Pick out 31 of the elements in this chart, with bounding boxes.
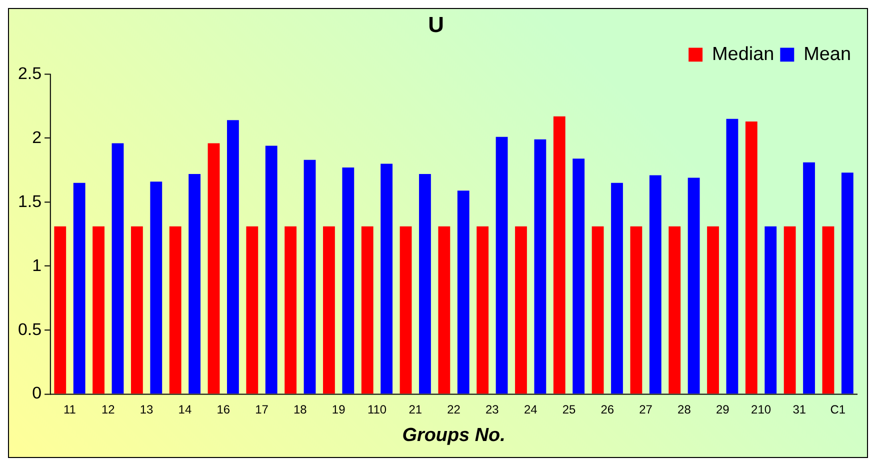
x-tick-label: 19 bbox=[332, 402, 346, 417]
y-tick-label: 1 bbox=[32, 256, 42, 275]
x-tick-label: 210 bbox=[751, 402, 772, 417]
chart-title: U bbox=[428, 12, 444, 38]
x-tick-label: C1 bbox=[830, 402, 846, 417]
x-tick-label: 12 bbox=[101, 402, 116, 417]
x-tick-label: 26 bbox=[600, 402, 614, 417]
x-tick-label: 28 bbox=[678, 402, 692, 417]
y-tick-label: 1.5 bbox=[18, 192, 42, 211]
x-tick-label: 17 bbox=[255, 402, 269, 417]
legend-label: Mean bbox=[804, 44, 852, 65]
x-tick-label: 24 bbox=[524, 402, 538, 417]
x-tick-label: 16 bbox=[216, 402, 230, 417]
legend-label: Median bbox=[712, 44, 774, 65]
x-axis-title: Groups No. bbox=[402, 424, 506, 446]
x-tick-label: 22 bbox=[447, 402, 461, 417]
y-tick-label: 2.5 bbox=[18, 64, 42, 83]
x-tick-label: 21 bbox=[408, 402, 422, 417]
y-tick-label: 2 bbox=[32, 128, 42, 147]
x-tick-label: 29 bbox=[716, 402, 730, 417]
x-tick-label: 25 bbox=[562, 402, 576, 417]
y-tick-label: 0.5 bbox=[18, 320, 42, 339]
x-tick-label: 27 bbox=[639, 402, 653, 417]
x-tick-label: 31 bbox=[792, 402, 806, 417]
y-tick-label: 0 bbox=[32, 384, 42, 403]
x-tick-label: 18 bbox=[294, 402, 308, 417]
x-tick-label: 13 bbox=[140, 402, 154, 417]
x-tick-label: 11 bbox=[64, 402, 76, 417]
x-tick-label: 23 bbox=[486, 402, 500, 417]
x-tick-label: 14 bbox=[178, 402, 192, 417]
x-tick-label: 110 bbox=[367, 402, 387, 417]
